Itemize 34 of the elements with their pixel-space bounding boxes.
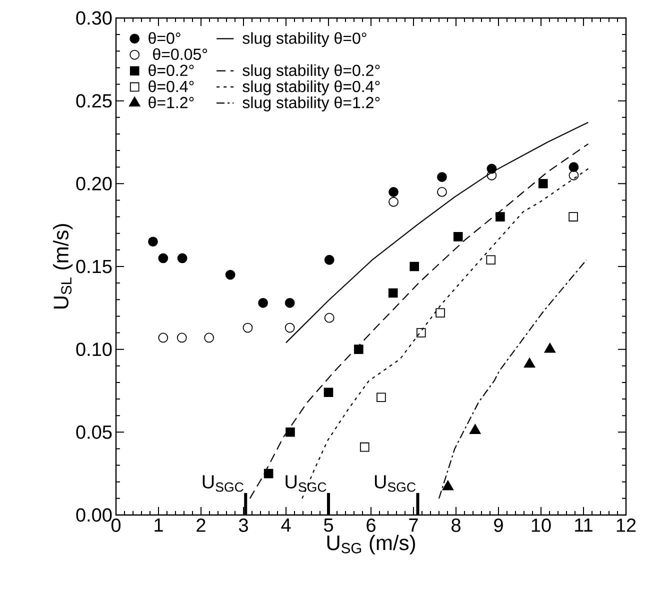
x-tick-label: 7 xyxy=(409,518,418,532)
legend-label: slug stability θ=0.2° xyxy=(242,64,380,80)
ref-line-label: U$_{SGC}$ xyxy=(374,475,416,492)
legend-label: slug stability θ=0.4° xyxy=(242,80,380,96)
x-tick-label: 6 xyxy=(366,518,376,532)
x-tick-label: 1 xyxy=(154,518,163,532)
x-axis-title: U$_{SG}$ (m/s) xyxy=(327,534,415,554)
legend-label: θ=0.4° xyxy=(148,80,194,92)
legend-label: θ=0.05° xyxy=(153,48,208,60)
legend-label: slug stability θ=0° xyxy=(242,32,366,48)
x-tick-label: 0 xyxy=(111,518,121,532)
x-tick-label: 10 xyxy=(532,518,551,532)
x-tick-label: 5 xyxy=(324,518,333,532)
x-tick-label: 8 xyxy=(452,518,460,532)
y-axis-title: U$_{SL}$ (m/s) xyxy=(53,224,73,309)
y-tick-label: 0.00 xyxy=(76,508,112,522)
ref-line-label: U$_{SGC}$ xyxy=(286,475,326,492)
legend-label: θ=1.2° xyxy=(148,96,194,108)
ref-line-label: U$_{SGC}$ xyxy=(202,475,244,492)
y-tick-label: 0.15 xyxy=(76,260,112,274)
y-tick-label: 0.05 xyxy=(76,425,112,439)
x-tick-label: 4 xyxy=(281,518,291,532)
x-tick-label: 3 xyxy=(238,518,248,532)
x-tick-label: 12 xyxy=(616,518,636,532)
y-tick-label: 0.25 xyxy=(76,94,112,108)
y-tick-label: 0.10 xyxy=(76,342,112,356)
legend-label: θ=0.2° xyxy=(148,64,194,76)
y-tick-label: 0.20 xyxy=(76,176,112,190)
x-tick-label: 11 xyxy=(575,518,592,532)
legend-label: slug stability θ=1.2° xyxy=(242,96,380,112)
legend-label: θ=0° xyxy=(148,32,180,44)
y-tick-label: 0.30 xyxy=(76,11,112,25)
x-tick-label: 2 xyxy=(196,518,206,532)
x-tick-label: 9 xyxy=(494,518,503,532)
